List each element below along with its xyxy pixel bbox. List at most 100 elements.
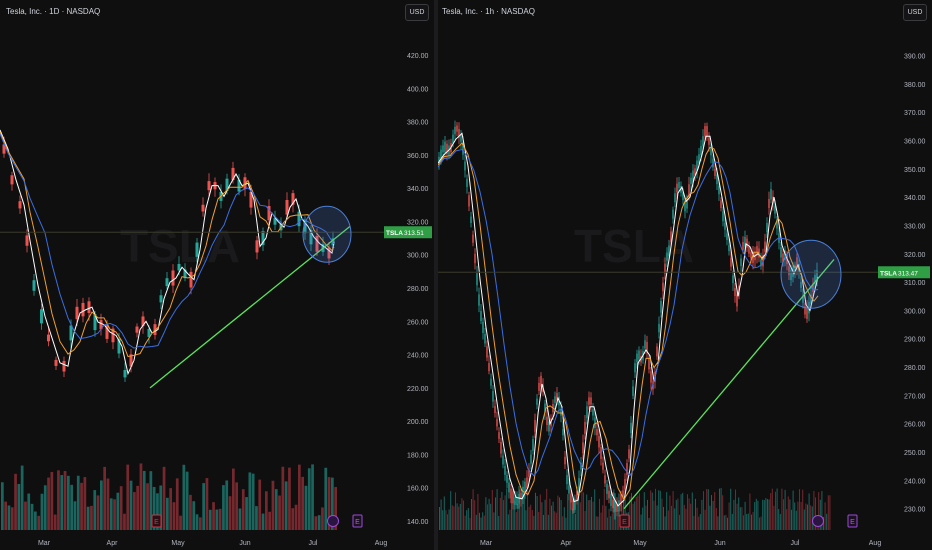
volume-bar [514,501,516,530]
volume-bar [50,471,54,530]
volume-bar [456,503,458,530]
volume-bar [674,508,676,530]
highlight-circle [780,239,842,309]
volume-bar [706,489,708,530]
candle-body [510,488,512,499]
candle-body [291,193,295,205]
y-tick-label: 240.00 [904,478,926,485]
candle-body [456,125,458,132]
volume-bar [568,500,570,530]
candle-body [69,325,73,341]
volume-bar [445,510,447,530]
volume-bar [463,500,464,530]
candle-body [722,211,724,222]
candle-body [554,396,556,403]
volume-bar [675,499,677,530]
candle-body [564,456,566,465]
volume-bar [663,506,664,530]
x-tick-label: Apr [107,540,119,547]
candle-body [572,499,574,511]
candle-body [768,198,770,208]
volume-bar [722,495,724,530]
x-tick-label: May [633,540,647,547]
volume-bar [156,493,159,530]
volume-bar [781,488,783,530]
volume-bar [719,488,720,530]
candle-body [610,494,612,507]
earnings-marker-label: E [622,519,627,526]
volume-bar [80,482,83,530]
candle-body [532,439,534,451]
volume-bar [563,507,565,530]
volume-bar [321,507,324,530]
volume-bar [520,489,522,530]
candle-body [766,222,768,233]
candle-body [464,161,466,171]
candle-body [728,245,730,252]
volume-bar [439,506,440,530]
volume-bar [507,514,509,530]
volume-bar [762,499,764,530]
moving-average-line [438,142,819,501]
candle-body [105,325,109,339]
candle-body [688,184,690,196]
candle-body [624,478,626,490]
candle-body [548,421,550,432]
volume-bar [70,484,73,530]
volume-bar [474,500,476,530]
candle-body [622,490,624,499]
candle-body [570,493,572,503]
candle-body [810,294,812,304]
volume-bar [288,467,291,530]
volume-bar [448,509,450,530]
candle-body [526,477,528,488]
volume-bar [443,496,445,530]
candle-body [482,321,484,333]
volume-bar [208,509,212,530]
y-tick-label: 400.00 [407,86,429,93]
volume-bar [685,508,687,530]
volume-bar [17,483,21,530]
candle-body [592,409,594,416]
pane-divider[interactable] [434,0,438,550]
volume-bar [491,489,493,530]
candle-body [596,429,598,436]
volume-bar [459,503,461,530]
candle-body [664,263,666,274]
volume-bar [106,478,110,530]
volume-bar [827,495,829,530]
chart-canvas-hourly[interactable]: 390.00 380.00 370.00 360.00 350.00 340.00 330.… [438,0,932,550]
volume-bar [232,468,235,530]
volume-bar [63,471,67,530]
candle-body [794,264,796,272]
chart-title: Tesla, Inc. · 1D · NASDAQ [6,7,101,16]
candle-body [686,199,688,209]
volume-bar [671,505,672,530]
chart-pane-hourly[interactable]: Tesla, Inc. · 1h · NASDAQ USD 390.00 380.… [438,0,932,550]
chart-canvas-daily[interactable]: 420.00 400.00 380.00 360.00 340.00 320.00 300.… [0,0,434,550]
y-tick-label: 300.00 [904,308,926,315]
candle-body [684,201,686,212]
volume-bar [96,495,100,530]
candle-body [255,240,259,253]
chart-pane-daily[interactable]: Tesla, Inc. · 1D · NASDAQ USD 420.00 400.… [0,0,434,550]
currency-button[interactable]: USD [405,4,429,21]
volume-bar [560,500,562,530]
volume-bar [687,494,688,530]
volume-bar [808,493,810,530]
volume-bar [523,494,525,530]
x-tick-label: Jun [239,540,250,547]
x-tick-label: Aug [375,540,388,547]
volume-bar [146,483,149,530]
volume-bar [811,506,813,530]
y-tick-label: 160.00 [407,486,429,493]
volume-bar [653,500,655,530]
volume-bar [471,499,472,530]
currency-button[interactable]: USD [903,4,927,21]
volume-bar [142,470,146,530]
volume-bar [57,470,60,530]
candle-body [814,275,816,285]
volume-bar [552,501,554,530]
volume-bar [215,509,219,530]
volume-bar [594,489,596,530]
